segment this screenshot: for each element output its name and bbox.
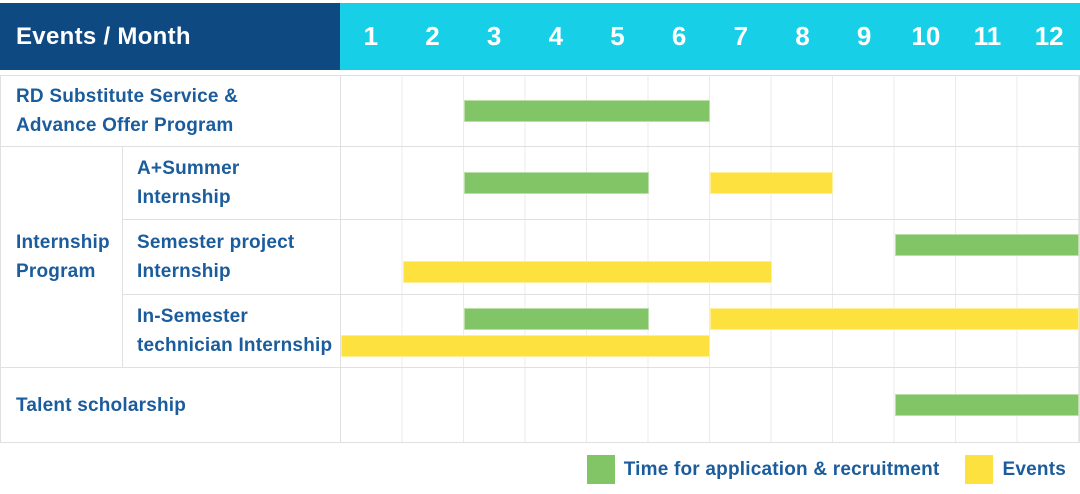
- bar-application: [894, 234, 1079, 256]
- month-label-7: 7: [733, 21, 749, 51]
- row-label-semester-project: Semester project Internship: [122, 219, 340, 294]
- bar-events: [710, 308, 1079, 330]
- row-label-talent-scholarship: Talent scholarship: [1, 367, 340, 442]
- bar-application: [464, 172, 649, 194]
- legend-label-application: Time for application & recruitment: [623, 458, 940, 480]
- bar-events: [710, 172, 833, 194]
- row-chart-semester-project: [340, 219, 1079, 294]
- month-label-1: 1: [363, 21, 379, 51]
- schedule-grid: RD Substitute Service & Advance Offer Pr…: [0, 75, 1080, 443]
- month-label-10: 10: [911, 21, 941, 51]
- month-label-2: 2: [425, 21, 440, 51]
- month-label-12: 12: [1034, 21, 1064, 51]
- row-chart-talent-scholarship: [340, 367, 1079, 442]
- month-label-5: 5: [610, 21, 625, 51]
- legend-swatch-events: [965, 455, 994, 484]
- month-header-strip: 1 2 3 4 5 6 7 8 9 10 11 12: [340, 3, 1080, 70]
- table-header-row: Events / Month 1 2 3 4 5 6 7 8 9 10 11 1…: [0, 3, 1080, 70]
- group-label-internship-program: Internship Program: [1, 146, 122, 367]
- legend-label-events: Events: [1002, 458, 1066, 480]
- bar-events: [341, 335, 710, 357]
- row-label-in-semester-technician: In-Semester technician Internship: [122, 294, 340, 367]
- month-label-8: 8: [795, 21, 810, 51]
- month-label-4: 4: [548, 21, 564, 51]
- row-chart-in-semester-technician: [340, 294, 1079, 367]
- row-chart-a-plus-summer: [340, 146, 1079, 219]
- month-label-6: 6: [671, 21, 687, 51]
- bar-events: [402, 261, 772, 283]
- row-label-a-plus-summer: A+Summer Internship: [122, 146, 340, 219]
- month-label-3: 3: [486, 21, 502, 51]
- row-label-rd-substitute: RD Substitute Service & Advance Offer Pr…: [16, 86, 239, 136]
- legend-swatch-application: [586, 455, 615, 484]
- month-label-9: 9: [856, 21, 872, 51]
- header-events-month-cell: Events / Month: [0, 3, 340, 70]
- bar-application: [894, 394, 1079, 416]
- bar-application: [464, 308, 649, 330]
- bar-application: [464, 100, 710, 122]
- row-chart-rd-substitute: [340, 76, 1079, 146]
- month-label-11: 11: [973, 21, 1002, 51]
- header-title: Events / Month: [16, 22, 191, 50]
- schedule-table: Events / Month 1 2 3 4 5 6 7 8 9 10 11 1…: [0, 3, 1080, 443]
- legend: Time for application & recruitment Event…: [586, 455, 1066, 484]
